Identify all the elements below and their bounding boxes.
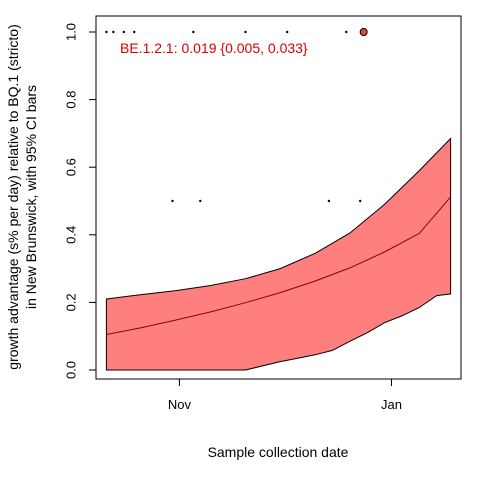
plot-frame — [95, 15, 462, 380]
observation-point — [192, 30, 195, 34]
observation-point — [199, 199, 202, 203]
y-tick-label: 0.0 — [64, 361, 79, 379]
y-tick-label: 0.6 — [64, 158, 79, 176]
ci-ribbon-layer — [105, 137, 452, 371]
x-axis-title: Sample collection date — [208, 444, 349, 460]
x-tick-label: Jan — [381, 397, 402, 412]
x-axis: Nov Jan — [168, 379, 402, 412]
observation-points-layer — [105, 28, 368, 203]
fit-line-layer — [106, 196, 451, 335]
observation-point — [358, 199, 362, 203]
y-tick-label: 0.4 — [64, 226, 79, 244]
observation-point — [171, 199, 174, 203]
y-tick-label: 0.2 — [64, 293, 79, 311]
y-axis-title-line-1: growth advantage (s% per day) relative t… — [5, 24, 21, 369]
fit-line — [106, 196, 451, 335]
observation-point — [285, 30, 289, 34]
x-tick-label: Nov — [168, 397, 192, 412]
y-axis: 0.0 0.2 0.4 0.6 0.8 1.0 — [64, 23, 96, 379]
observation-point — [105, 30, 108, 34]
observation-point — [244, 30, 247, 34]
observation-point — [112, 30, 115, 34]
observation-point — [122, 30, 126, 34]
observation-point — [345, 30, 348, 34]
ci-ribbon — [105, 137, 452, 371]
observation-point — [133, 30, 136, 34]
y-axis-title-line-2: in New Brunswick, with 95% CI bars — [23, 85, 39, 309]
chart-annotation: BE.1.2.1: 0.019 {0.005, 0.033} — [120, 40, 308, 56]
y-tick-label: 0.8 — [64, 91, 79, 109]
y-tick-label: 1.0 — [64, 23, 79, 41]
observation-point — [327, 199, 331, 203]
highlight-point — [359, 28, 368, 36]
